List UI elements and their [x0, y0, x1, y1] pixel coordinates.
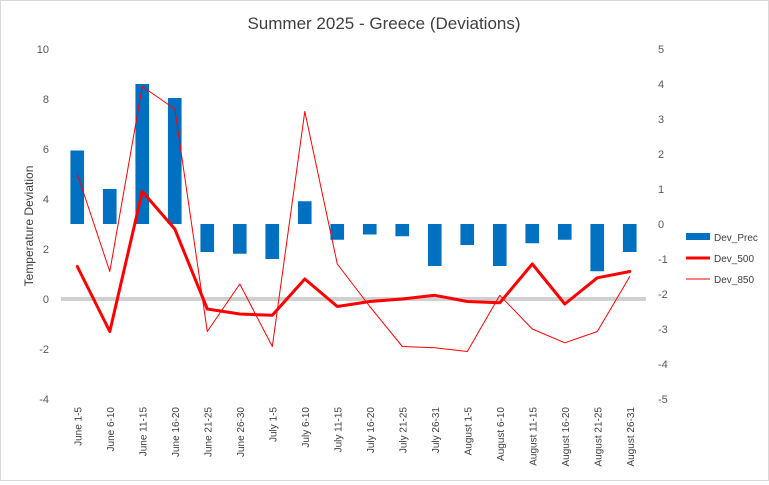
- legend-label: Dev_500: [714, 254, 754, 265]
- bar: [525, 224, 540, 244]
- x-tick-label: June 6-10: [106, 407, 117, 452]
- x-tick-label: June 1-5: [73, 407, 84, 446]
- y-tick-label: 6: [43, 144, 49, 156]
- plot-area: -4 -2 0 2 4 6 8 10 -5 -4 -3 -2 -1 0 1 2 3 4 5 June 1-5 June …: [37, 44, 668, 467]
- bar: [330, 224, 345, 240]
- x-tick-label: July 16-20: [366, 407, 377, 454]
- bar: [102, 189, 117, 224]
- y-tick-label: -2: [39, 344, 49, 356]
- y2-tick-label: 5: [658, 44, 664, 56]
- x-tick-label: June 11-15: [138, 407, 149, 457]
- bar: [395, 224, 410, 237]
- x-tick-label: August 26-31: [626, 407, 637, 467]
- bar: [557, 224, 572, 240]
- chart-title: Summer 2025 - Greece (Deviations): [247, 14, 520, 33]
- bar: [297, 201, 312, 224]
- y2-tick-label: -5: [658, 394, 668, 406]
- y2-tick-label: -2: [658, 289, 668, 301]
- y2-tick-label: 1: [658, 184, 664, 196]
- x-tick-label: August 6-10: [496, 407, 507, 461]
- bar: [70, 150, 85, 224]
- y-tick-label: 10: [37, 44, 49, 56]
- y-tick-label: 0: [43, 294, 49, 306]
- x-tick-label: August 1-5: [463, 407, 474, 456]
- x-tick-label: August 21-25: [593, 407, 604, 467]
- bar: [492, 224, 507, 266]
- x-tick-label: June 26-30: [236, 407, 247, 457]
- y-tick-label: 2: [43, 244, 49, 256]
- x-tick-label: July 21-25: [398, 407, 409, 454]
- x-tick-label: July 1-5: [268, 407, 279, 442]
- series-line-dev-850: [76, 86, 631, 352]
- x-tick-label: July 6-10: [301, 407, 312, 448]
- bar: [265, 224, 280, 259]
- bar: [427, 224, 442, 266]
- bar: [362, 224, 377, 235]
- y2-tick-label: -3: [658, 324, 668, 336]
- legend-label: Dev_850: [714, 275, 754, 286]
- legend: Dev_Prec Dev_500 Dev_850: [686, 233, 758, 286]
- x-tick-label: July 26-31: [431, 407, 442, 454]
- x-tick-label: August 16-20: [561, 407, 572, 467]
- y-tick-label: 8: [43, 94, 49, 106]
- bar: [200, 224, 215, 252]
- y-tick-label: -4: [39, 394, 49, 406]
- legend-swatch: [686, 233, 710, 240]
- y-axis-label: Temperature Deviation: [22, 166, 36, 287]
- y2-tick-label: 4: [658, 79, 664, 91]
- y2-tick-label: 2: [658, 149, 664, 161]
- x-tick-label: July 11-15: [333, 407, 344, 453]
- bar: [135, 84, 150, 224]
- bar: [590, 224, 605, 272]
- x-tick-label: June 16-20: [171, 407, 182, 457]
- y2-tick-label: 3: [658, 114, 664, 126]
- legend-label: Dev_Prec: [714, 233, 758, 244]
- bar: [232, 224, 247, 254]
- x-tick-label: June 21-25: [203, 407, 214, 457]
- bar: [167, 98, 182, 224]
- y2-tick-label: -4: [658, 359, 668, 371]
- y2-tick-label: -1: [658, 254, 668, 266]
- x-tick-label: August 11-15: [528, 407, 539, 466]
- series-line-dev-500: [75, 190, 632, 333]
- bar: [460, 224, 475, 245]
- y-tick-label: 4: [43, 194, 49, 206]
- y2-tick-label: 0: [658, 219, 664, 231]
- bar: [622, 224, 637, 252]
